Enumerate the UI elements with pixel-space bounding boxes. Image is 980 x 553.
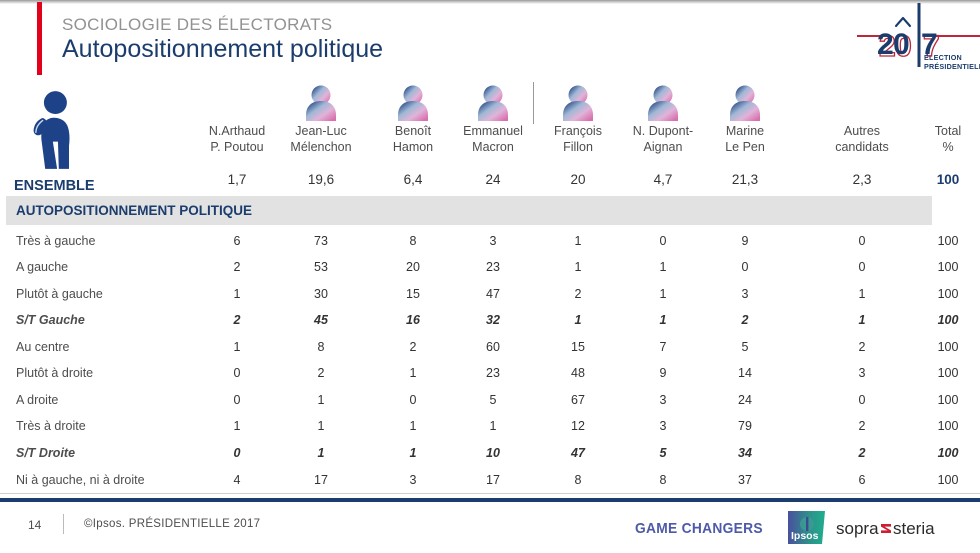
svg-text:Ipsos: Ipsos	[791, 530, 819, 542]
svg-text:ÉLECTION: ÉLECTION	[924, 53, 962, 62]
svg-text:2: 2	[877, 28, 894, 61]
svg-text:0: 0	[893, 28, 910, 61]
svg-text:PRÉSIDENTIELLE: PRÉSIDENTIELLE	[924, 62, 980, 71]
